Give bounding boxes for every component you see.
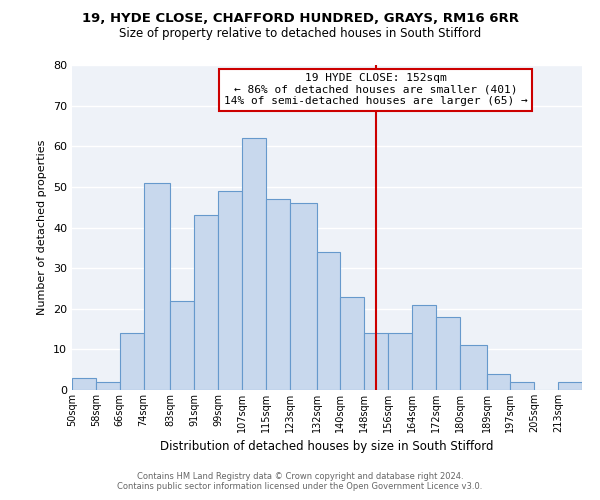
Bar [218,191,242,390]
Bar [170,300,194,390]
Bar [364,333,388,390]
Bar [511,382,534,390]
Bar [266,199,290,390]
Text: 19, HYDE CLOSE, CHAFFORD HUNDRED, GRAYS, RM16 6RR: 19, HYDE CLOSE, CHAFFORD HUNDRED, GRAYS,… [82,12,518,26]
Y-axis label: Number of detached properties: Number of detached properties [37,140,47,315]
Text: Size of property relative to detached houses in South Stifford: Size of property relative to detached ho… [119,28,481,40]
X-axis label: Distribution of detached houses by size in South Stifford: Distribution of detached houses by size … [160,440,494,454]
Text: Contains HM Land Registry data © Crown copyright and database right 2024.: Contains HM Land Registry data © Crown c… [137,472,463,481]
Text: Contains public sector information licensed under the Open Government Licence v3: Contains public sector information licen… [118,482,482,491]
Bar [120,333,143,390]
Bar [317,252,340,390]
Bar [412,304,436,390]
Bar [388,333,412,390]
Bar [290,203,317,390]
Bar [436,317,460,390]
Bar [340,296,364,390]
Bar [242,138,266,390]
Bar [96,382,120,390]
Bar [558,382,582,390]
Bar [487,374,511,390]
Text: 19 HYDE CLOSE: 152sqm
← 86% of detached houses are smaller (401)
14% of semi-det: 19 HYDE CLOSE: 152sqm ← 86% of detached … [224,73,527,106]
Bar [143,183,170,390]
Bar [72,378,96,390]
Bar [460,346,487,390]
Bar [194,216,218,390]
